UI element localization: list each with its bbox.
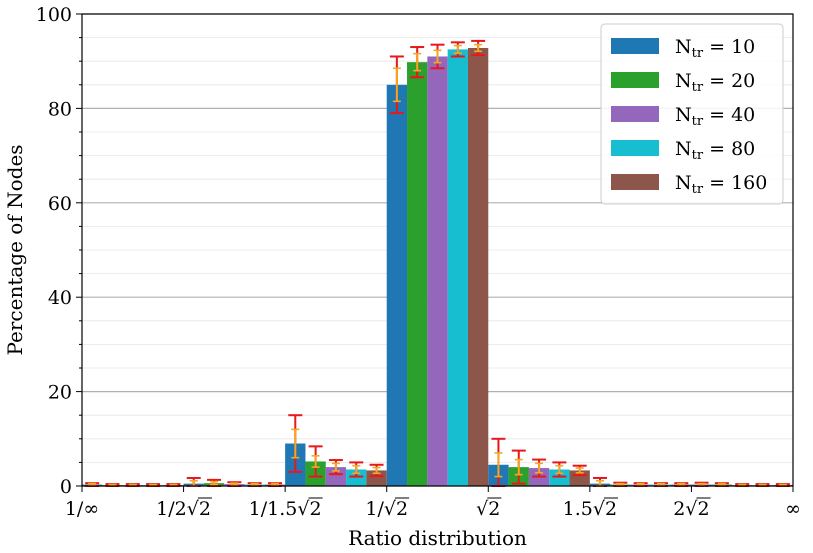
error-bar	[471, 39, 486, 57]
legend-swatch	[611, 72, 659, 88]
bar-10-group-3	[386, 84, 408, 487]
legend-swatch	[611, 38, 659, 54]
svg-text:1/∞: 1/∞	[65, 498, 99, 520]
svg-text:√: √	[685, 498, 698, 520]
svg-text:1/2: 1/2	[156, 498, 187, 520]
y-tick-label: 80	[48, 98, 72, 120]
x-axis-label: Ratio distribution	[348, 526, 527, 550]
x-tick-label: 1/∞	[65, 498, 99, 520]
legend-label: Ntr = 10	[675, 36, 755, 61]
svg-text:√: √	[187, 498, 200, 520]
legend-item: Ntr = 40	[611, 104, 755, 129]
error-bar	[410, 46, 425, 79]
bar-40-group-3	[427, 56, 448, 486]
error-bar	[389, 55, 404, 115]
x-tick-label: 1/1.5 √ 2	[249, 497, 323, 520]
y-tick-label: 100	[36, 4, 72, 26]
bar-160-group-2	[366, 470, 387, 486]
svg-text:2: 2	[673, 498, 685, 520]
x-tick-label: ∞	[785, 498, 801, 520]
y-tick-label: 0	[60, 476, 72, 498]
x-tick-label: 1/√ 2	[365, 497, 410, 520]
error-bar	[288, 414, 303, 473]
bar-80-group-2	[346, 469, 367, 486]
error-bar	[430, 43, 445, 70]
svg-text:1/1.5: 1/1.5	[249, 498, 298, 520]
legend-swatch	[611, 140, 659, 156]
error-bar	[450, 41, 465, 58]
svg-text:∞: ∞	[785, 498, 801, 520]
error-bar	[328, 459, 343, 476]
y-tick-label: 60	[48, 193, 72, 215]
bar-160-group-3	[467, 47, 489, 486]
legend-item: Ntr = 20	[611, 70, 755, 95]
error-bar	[207, 478, 222, 487]
x-tick-label: √ 2	[476, 497, 502, 520]
error-bar	[369, 463, 384, 478]
svg-text:2: 2	[605, 498, 617, 520]
legend-swatch	[611, 106, 659, 122]
legend-label: Ntr = 40	[675, 104, 755, 129]
legend-item: Ntr = 80	[611, 138, 755, 163]
svg-text:√: √	[593, 498, 606, 520]
svg-text:1.5: 1.5	[563, 498, 593, 520]
x-tick-label: 1/2 √ 2	[156, 497, 212, 520]
bar-80-group-4	[549, 469, 570, 486]
svg-text:2: 2	[697, 498, 709, 520]
legend-label: Ntr = 20	[675, 70, 755, 95]
error-bar	[552, 461, 567, 478]
legend-item: Ntr = 160	[611, 172, 767, 197]
axes	[76, 13, 794, 492]
error-bar	[572, 464, 587, 477]
y-axis-label: Percentage of Nodes	[3, 144, 27, 355]
svg-text:√: √	[297, 498, 310, 520]
svg-text:2: 2	[310, 498, 322, 520]
bar-40-group-2	[325, 467, 347, 486]
error-bar	[532, 458, 547, 478]
legend: Ntr = 10 Ntr = 20 Ntr = 40 Ntr = 80 Ntr = 16…	[600, 23, 784, 205]
svg-text:2: 2	[396, 498, 408, 520]
x-tick-label: 1.5 √ 2	[563, 497, 619, 520]
bar-20-group-3	[407, 62, 428, 486]
legend-item: Ntr = 10	[611, 36, 755, 61]
svg-text:√: √	[476, 498, 489, 520]
y-tick-label: 20	[48, 382, 72, 404]
legend-swatch	[611, 174, 659, 190]
error-bar	[349, 461, 364, 478]
error-bar	[308, 445, 323, 478]
y-tick-label: 40	[48, 287, 72, 309]
svg-text:1/: 1/	[365, 498, 384, 520]
x-tick-label: 2 √ 2	[673, 497, 711, 520]
svg-text:√: √	[384, 498, 397, 520]
svg-text:2: 2	[488, 498, 500, 520]
legend-box	[600, 23, 784, 205]
bar-80-group-3	[447, 49, 468, 487]
svg-text:2: 2	[199, 498, 211, 520]
legend-label: Ntr = 160	[675, 172, 767, 197]
error-bar	[511, 449, 526, 485]
legend-label: Ntr = 80	[675, 138, 755, 163]
